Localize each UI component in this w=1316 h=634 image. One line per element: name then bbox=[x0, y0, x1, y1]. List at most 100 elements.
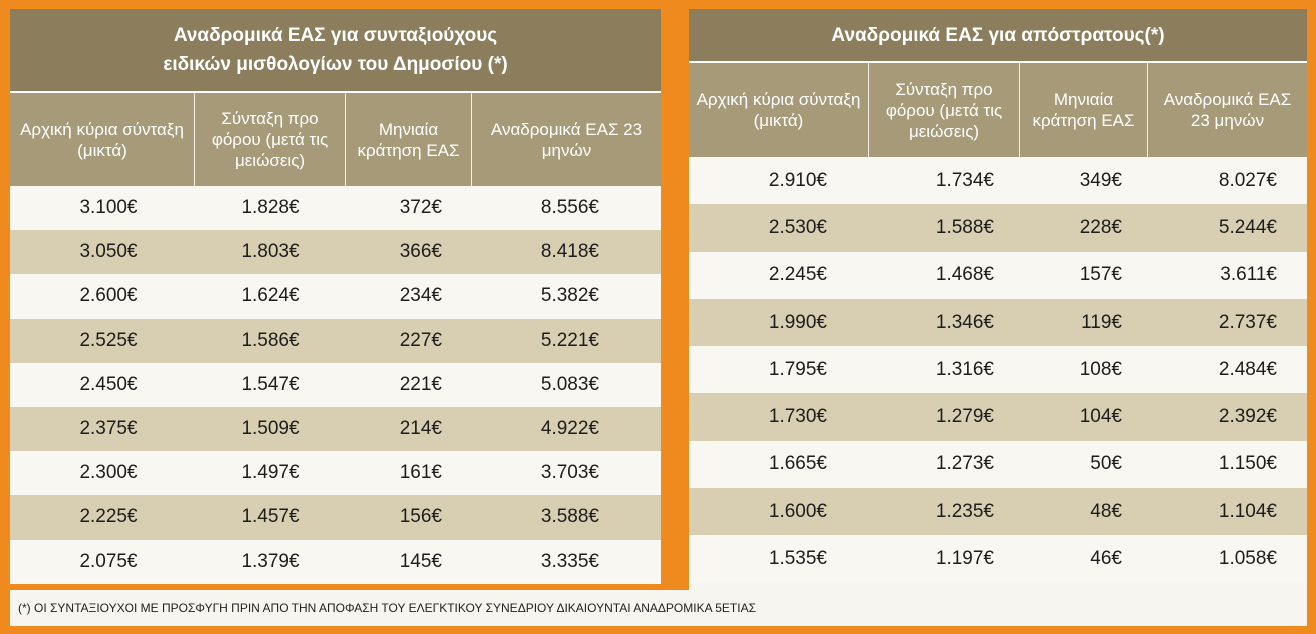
right-table-cell: 1.104€ bbox=[1218, 500, 1277, 522]
right-table-row: 1.600€ 1.235€ 48€ 1.104€ bbox=[689, 488, 1307, 536]
right-table-row: 2.245€ 1.468€ 157€ 3.611€ bbox=[689, 251, 1307, 299]
left-table-cell: 1.828€ bbox=[241, 197, 300, 219]
right-header-pretax-pension: Σύνταξη προ φόρου (μετά τις μειώσεις) bbox=[869, 63, 1020, 157]
right-table-cell: 1.535€ bbox=[768, 548, 827, 570]
left-table-cell: 1.497€ bbox=[241, 462, 300, 484]
left-table-row: 2.525€ 1.586€ 227€ 5.221€ bbox=[10, 318, 661, 363]
right-table-cell: 2.245€ bbox=[768, 264, 827, 286]
left-table-cell: 2.375€ bbox=[79, 418, 138, 440]
right-table-cell: 1.600€ bbox=[768, 500, 827, 522]
right-table-cell: 119€ bbox=[1081, 311, 1122, 333]
left-table-row: 3.050€ 1.803€ 366€ 8.418€ bbox=[10, 230, 661, 275]
left-table-cell: 1.547€ bbox=[241, 373, 300, 395]
left-header-arrears: Αναδρομικά ΕΑΣ 23 μηνών bbox=[490, 119, 643, 160]
left-table-cell: 366€ bbox=[399, 241, 442, 263]
right-table-cell: 2.392€ bbox=[1218, 406, 1277, 428]
left-table-cell: 2.525€ bbox=[79, 329, 138, 351]
left-table-cell: 1.509€ bbox=[241, 418, 300, 440]
left-table-panel: Αναδρομικά ΕΑΣ για συνταξιούχους ειδικών… bbox=[10, 9, 661, 584]
right-table-cell: 104€ bbox=[1079, 406, 1122, 428]
left-table-cell: 3.335€ bbox=[540, 550, 599, 572]
right-table-cell: 1.730€ bbox=[768, 406, 827, 428]
right-table-body: 2.910€ 1.734€ 349€ 8.027€ 2.530€ 1.588€ 228€ 5.… bbox=[689, 157, 1307, 583]
right-table-cell: 1.235€ bbox=[935, 500, 994, 522]
left-table-cell: 2.075€ bbox=[79, 550, 138, 572]
right-table-cell: 1.588€ bbox=[935, 216, 994, 238]
left-table-cell: 3.050€ bbox=[79, 241, 138, 263]
right-table-row: 1.730€ 1.279€ 104€ 2.392€ bbox=[689, 393, 1307, 441]
right-table-cell: 1.150€ bbox=[1218, 453, 1277, 475]
left-table-cell: 8.556€ bbox=[540, 197, 599, 219]
left-table-cell: 221€ bbox=[399, 373, 442, 395]
left-table-row: 2.300€ 1.497€ 161€ 3.703€ bbox=[10, 451, 661, 496]
right-table-cell: 5.244€ bbox=[1218, 216, 1277, 238]
left-header-monthly-deduction: Μηνιαία κράτηση ΕΑΣ bbox=[346, 93, 472, 186]
left-table-cell: 5.382€ bbox=[540, 285, 599, 307]
right-table-cell: 1.197€ bbox=[935, 548, 994, 570]
left-table-row: 2.075€ 1.379€ 145€ 3.335€ bbox=[10, 539, 661, 584]
left-table-cell: 2.600€ bbox=[79, 285, 138, 307]
right-table-cell: 157€ bbox=[1079, 264, 1122, 286]
left-table-cell: 227€ bbox=[399, 329, 442, 351]
right-table-cell: 8.027€ bbox=[1218, 169, 1277, 191]
right-table-cell: 1.990€ bbox=[768, 311, 827, 333]
right-table-panel: Αναδρομικά ΕΑΣ για απόστρατους(*) Αρχική… bbox=[689, 9, 1307, 590]
right-table-cell: 1.279€ bbox=[935, 406, 994, 428]
right-table-cell: 1.734€ bbox=[935, 169, 994, 191]
right-table-row: 1.535€ 1.197€ 46€ 1.058€ bbox=[689, 535, 1307, 583]
left-table-cell: 5.221€ bbox=[540, 329, 599, 351]
left-table-row: 2.225€ 1.457€ 156€ 3.588€ bbox=[10, 495, 661, 540]
footnote: (*) ΟΙ ΣΥΝΤΑΞΙΟΥΧΟΙ ΜΕ ΠΡΟΣΦΥΓΗ ΠΡΙΝ ΑΠΟ… bbox=[10, 590, 1307, 626]
right-table-cell: 1.058€ bbox=[1218, 548, 1277, 570]
left-table-cell: 1.586€ bbox=[241, 329, 300, 351]
left-table-cell: 214€ bbox=[399, 418, 442, 440]
left-table-cell: 4.922€ bbox=[540, 418, 599, 440]
right-table-cell: 48€ bbox=[1090, 500, 1122, 522]
left-title-line1: Αναδρομικά ΕΑΣ για συνταξιούχους bbox=[173, 25, 498, 46]
left-table-cell: 2.300€ bbox=[79, 462, 138, 484]
right-table-row: 2.910€ 1.734€ 349€ 8.027€ bbox=[689, 157, 1307, 205]
left-table-row: 2.600€ 1.624€ 234€ 5.382€ bbox=[10, 274, 661, 319]
left-table-cell: 8.418€ bbox=[540, 241, 599, 263]
left-header-initial-pension: Αρχική κύρια σύνταξη (μικτά) bbox=[10, 93, 195, 186]
right-table-cell: 349€ bbox=[1079, 169, 1122, 191]
left-header-pretax-pension: Σύνταξη προ φόρου (μετά τις μειώσεις) bbox=[195, 93, 346, 186]
left-table-cell: 145€ bbox=[399, 550, 442, 572]
right-table-cell: 3.611€ bbox=[1220, 264, 1277, 286]
right-table-header-row: Αρχική κύρια σύνταξη (μικτά) Σύνταξη προ… bbox=[689, 63, 1307, 157]
left-title-line2: ειδικών μισθολογίων του Δημοσίου (*) bbox=[163, 54, 508, 75]
right-header-arrears: Αναδρομικά ΕΑΣ 23 μηνών bbox=[1163, 90, 1292, 130]
left-table-cell: 3.100€ bbox=[79, 197, 138, 219]
left-table-header-row: Αρχική κύρια σύνταξη (μικτά) Σύνταξη προ… bbox=[10, 93, 661, 186]
right-table-row: 1.795€ 1.316€ 108€ 2.484€ bbox=[689, 346, 1307, 394]
left-table-cell: 156€ bbox=[399, 506, 442, 528]
right-table-cell: 1.468€ bbox=[935, 264, 994, 286]
left-table-cell: 3.703€ bbox=[540, 462, 599, 484]
left-table-cell: 1.379€ bbox=[241, 550, 300, 572]
right-table-row: 2.530€ 1.588€ 228€ 5.244€ bbox=[689, 204, 1307, 252]
right-header-monthly-deduction: Μηνιαία κράτηση ΕΑΣ bbox=[1020, 63, 1148, 157]
left-table-body: 3.100€ 1.828€ 372€ 8.556€ 3.050€ 1.803€ 366€ 8.… bbox=[10, 186, 661, 584]
left-table-cell: 5.083€ bbox=[540, 373, 599, 395]
left-table-row: 2.375€ 1.509€ 214€ 4.922€ bbox=[10, 406, 661, 452]
right-table-cell: 2.910€ bbox=[768, 169, 827, 191]
left-table-title: Αναδρομικά ΕΑΣ για συνταξιούχους ειδικών… bbox=[10, 9, 661, 93]
left-table-cell: 234€ bbox=[399, 285, 442, 307]
right-table-cell: 1.795€ bbox=[768, 358, 827, 380]
left-table-row: 3.100€ 1.828€ 372€ 8.556€ bbox=[10, 186, 661, 231]
right-table-cell: 1.273€ bbox=[935, 453, 994, 475]
right-table-cell: 1.316€ bbox=[935, 358, 994, 380]
right-table-cell: 108€ bbox=[1079, 358, 1122, 380]
left-table-row: 2.450€ 1.547€ 221€ 5.083€ bbox=[10, 362, 661, 407]
left-table-cell: 1.624€ bbox=[241, 285, 300, 307]
right-table-cell: 1.346€ bbox=[935, 311, 994, 333]
right-table-cell: 1.665€ bbox=[768, 453, 827, 475]
right-table-cell: 2.530€ bbox=[768, 216, 827, 238]
left-table-cell: 161€ bbox=[399, 462, 442, 484]
left-table-cell: 3.588€ bbox=[540, 506, 599, 528]
left-table-cell: 2.225€ bbox=[79, 506, 138, 528]
left-table-cell: 372€ bbox=[399, 197, 442, 219]
left-table-cell: 1.803€ bbox=[241, 241, 300, 263]
left-table-cell: 2.450€ bbox=[79, 373, 138, 395]
right-table-cell: 2.484€ bbox=[1218, 358, 1277, 380]
